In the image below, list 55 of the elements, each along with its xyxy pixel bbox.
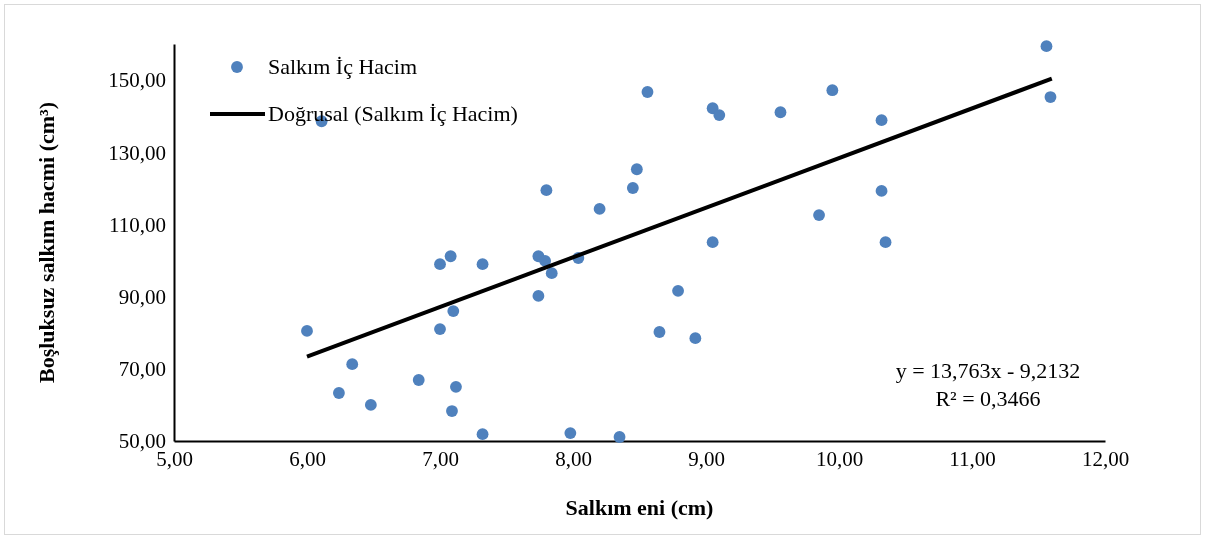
point xyxy=(333,387,345,399)
y-axis-title: Boşluksuz salkım hacmi (cm³) xyxy=(34,101,59,384)
point xyxy=(593,203,606,215)
point xyxy=(774,106,787,119)
point xyxy=(613,431,626,443)
point xyxy=(446,405,458,417)
point xyxy=(641,86,654,98)
point xyxy=(434,323,446,336)
x-axis-title: Salkım eni (cm) xyxy=(565,495,714,520)
point xyxy=(476,428,489,441)
point xyxy=(412,374,425,386)
x-tick-label: 7,00 xyxy=(422,446,459,471)
point xyxy=(630,163,643,176)
point xyxy=(450,380,462,393)
point xyxy=(713,109,726,121)
point xyxy=(444,250,457,263)
point xyxy=(364,399,377,411)
point xyxy=(539,255,551,267)
annotation: y = 13,763x - 9,2132 xyxy=(895,358,1081,383)
point xyxy=(1040,40,1053,53)
y-tick-label: 90,00 xyxy=(118,284,166,309)
point xyxy=(653,326,666,338)
point xyxy=(545,267,558,280)
point xyxy=(564,427,577,439)
point xyxy=(689,332,702,345)
point xyxy=(1044,91,1057,103)
legend-label: Doğrusal (Salkım İç Hacim) xyxy=(268,101,518,126)
point xyxy=(875,184,888,197)
point xyxy=(813,209,825,221)
x-tick-label: 6,00 xyxy=(289,446,326,471)
x-tick-label: 11,00 xyxy=(949,446,996,471)
point xyxy=(672,284,684,297)
x-tick-label: 9,00 xyxy=(688,446,725,471)
point xyxy=(875,114,888,127)
point xyxy=(346,358,359,371)
point xyxy=(626,182,639,194)
point xyxy=(879,236,892,249)
x-tick-label: 8,00 xyxy=(555,446,592,471)
x-tick-label: 10,00 xyxy=(815,446,864,471)
point xyxy=(476,258,489,271)
annotation: R² = 0,3466 xyxy=(935,386,1041,411)
point xyxy=(532,290,545,302)
point xyxy=(826,84,839,97)
legend-label: Salkım İç Hacim xyxy=(268,54,418,79)
y-tick-label: 130,00 xyxy=(108,140,166,165)
y-tick-label: 110,00 xyxy=(109,212,166,237)
y-tick-label: 70,00 xyxy=(118,357,166,382)
y-tick-label: 150,00 xyxy=(108,68,166,93)
point xyxy=(447,305,460,317)
point xyxy=(706,102,719,115)
point xyxy=(434,258,446,271)
point xyxy=(540,184,553,197)
point xyxy=(301,325,313,337)
point xyxy=(706,236,719,249)
x-tick-label: 12,00 xyxy=(1081,446,1130,471)
